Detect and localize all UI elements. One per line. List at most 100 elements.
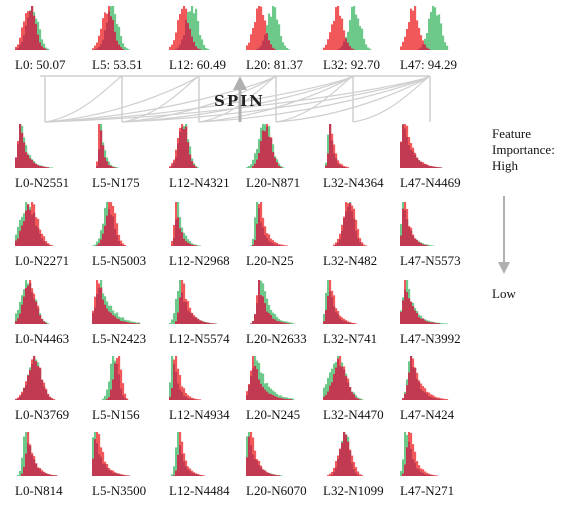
neuron-label-L20-N871: L20-N871 — [246, 175, 301, 190]
neuron-histogram-L20-N245 — [246, 356, 295, 400]
neuron-label-L32-N482: L32-N482 — [323, 253, 378, 268]
neuron-label-L32-N4364: L32-N4364 — [323, 175, 384, 190]
neuron-L20-N6070-overlap-bar — [266, 472, 269, 476]
neuron-L12-N4934-red-bar — [199, 399, 202, 400]
neuron-L12-N2968-overlap-bar — [187, 242, 190, 246]
layer-L20-overlap-bar — [268, 40, 271, 50]
layer-L5-overlap-bar — [104, 30, 107, 50]
neuron-L5-N175-overlap-bar — [104, 157, 107, 168]
neuron-L47-N3992-overlap-bar — [406, 292, 409, 324]
neuron-L5-N2423-overlap-bar — [128, 322, 131, 324]
neuron-L5-N5003-overlap-bar — [108, 208, 111, 246]
neuron-L12-N4934-red-bar — [185, 392, 188, 400]
neuron-L20-N25-overlap-bar — [256, 223, 259, 246]
layer-L0-overlap-bar — [43, 48, 46, 50]
neuron-histogram-L20-N25 — [250, 202, 289, 246]
neuron-L12-N5574-overlap-bar — [199, 320, 202, 324]
neuron-L20-N6070-overlap-bar — [264, 470, 267, 476]
neuron-L5-N5003-green-bar — [98, 238, 101, 246]
neuron-L32-N1099-overlap-bar — [343, 432, 346, 476]
neuron-L47-N4469-overlap-bar — [404, 128, 407, 168]
neuron-histogram-L47-N4469 — [400, 124, 443, 168]
neuron-L0-N814-green-bar — [19, 470, 22, 476]
neuron-L32-N4470-green-bar — [323, 387, 326, 400]
layer-L32-red-bar — [327, 39, 330, 50]
neuron-L0-N814-overlap-bar — [37, 468, 40, 476]
neuron-L47-N3992-overlap-bar — [416, 313, 419, 324]
neuron-L47-N3992-green-bar — [442, 323, 445, 324]
neuron-L20-N25-overlap-bar — [270, 242, 273, 246]
neuron-L20-N25-overlap-bar — [254, 240, 257, 246]
neuron-L32-N4364-green-bar — [325, 162, 328, 168]
layer-L5-overlap-bar — [112, 19, 115, 50]
neuron-L32-N4470-overlap-bar — [345, 376, 348, 400]
neuron-L47-N424-red-bar — [440, 398, 443, 400]
neuron-histogram-L32-N4470 — [323, 356, 364, 400]
link-curve-1-5 — [121, 75, 431, 123]
neuron-L32-N741-overlap-bar — [341, 319, 344, 324]
neuron-L5-N156-overlap-bar — [124, 398, 127, 400]
neuron-L12-N4484-green-bar — [175, 447, 178, 476]
neuron-L47-N3992-overlap-bar — [436, 323, 439, 324]
neuron-L47-N5573-green-bar — [426, 244, 429, 246]
layer-L12-green-bar — [195, 8, 198, 50]
neuron-L0-N3769-overlap-bar — [29, 370, 32, 400]
neuron-L0-N4463-overlap-bar — [45, 322, 48, 324]
neuron-label-L5-N3500: L5-N3500 — [92, 483, 147, 498]
neuron-L47-N4469-overlap-bar — [412, 151, 415, 168]
layer-L5-overlap-bar — [98, 46, 101, 50]
neuron-L5-N2423-overlap-bar — [98, 287, 101, 324]
neuron-L20-N245-green-bar — [280, 395, 283, 400]
neuron-L20-N245-overlap-bar — [258, 379, 261, 400]
layer-L20-green-bar — [284, 45, 287, 50]
neuron-L20-N2633-green-bar — [292, 323, 295, 324]
neuron-L12-N5574-overlap-bar — [211, 323, 214, 324]
neuron-L0-N2551-overlap-bar — [35, 163, 38, 168]
neuron-L0-N3769-overlap-bar — [47, 394, 50, 400]
layer-L5-overlap-bar — [116, 40, 119, 50]
neuron-L12-N2968-red-bar — [171, 240, 174, 246]
neuron-L12-N5574-green-bar — [177, 290, 180, 324]
neuron-L5-N3500-overlap-bar — [122, 474, 125, 476]
neuron-L20-N25-overlap-bar — [266, 237, 269, 246]
neuron-L5-N5003-overlap-bar — [122, 245, 125, 246]
layer-L0-green-bar — [47, 48, 50, 50]
neuron-L32-N741-overlap-bar — [345, 321, 348, 324]
neuron-L32-N4470-overlap-bar — [351, 392, 354, 400]
neuron-L0-N3769-red-bar — [53, 399, 56, 400]
neuron-L20-N25-overlap-bar — [264, 235, 267, 246]
neuron-L20-N245-overlap-bar — [264, 389, 267, 400]
neuron-L20-N2633-green-bar — [272, 312, 275, 324]
neuron-L32-N4470-overlap-bar — [339, 366, 342, 400]
neuron-L12-N4934-overlap-bar — [177, 383, 180, 400]
layer-L0-overlap-bar — [35, 23, 38, 50]
layer-L47-overlap-bar — [422, 44, 425, 50]
neuron-L47-N424-red-bar — [428, 392, 431, 400]
neuron-L20-N245-overlap-bar — [246, 395, 249, 400]
neuron-L0-N4463-overlap-bar — [21, 304, 24, 324]
neuron-L0-N4463-overlap-bar — [29, 283, 32, 324]
neuron-L47-N3992-overlap-bar — [420, 318, 423, 324]
layer-L0-overlap-bar — [23, 35, 26, 50]
neuron-L0-N814-overlap-bar — [55, 475, 58, 476]
layer-L32-green-bar — [349, 19, 352, 50]
neuron-L12-N4484-overlap-bar — [197, 474, 200, 476]
neuron-L12-N5574-overlap-bar — [175, 321, 178, 324]
layer-L5-green-bar — [116, 24, 119, 50]
neuron-L20-N6070-overlap-bar — [270, 474, 273, 476]
neuron-L47-N271-red-bar — [426, 472, 429, 476]
neuron-L47-N424-overlap-bar — [408, 372, 411, 400]
neuron-L47-N4469-overlap-bar — [410, 149, 413, 168]
neuron-label-L5-N175: L5-N175 — [92, 175, 140, 190]
neuron-L20-N871-green-bar — [248, 166, 251, 168]
layer-L5-red-bar — [102, 18, 105, 50]
neuron-histogram-L12-N4321 — [169, 124, 200, 168]
layer-L20-overlap-bar — [270, 44, 273, 50]
layer-L0-overlap-bar — [33, 15, 36, 50]
neuron-L32-N4364-green-bar — [327, 134, 330, 168]
neuron-L12-N4484-green-bar — [171, 474, 174, 476]
neuron-L0-N3769-overlap-bar — [21, 393, 24, 400]
neuron-L20-N2633-overlap-bar — [260, 295, 263, 324]
layer-L5-overlap-bar — [94, 49, 97, 50]
neuron-L47-N424-overlap-bar — [416, 379, 419, 400]
